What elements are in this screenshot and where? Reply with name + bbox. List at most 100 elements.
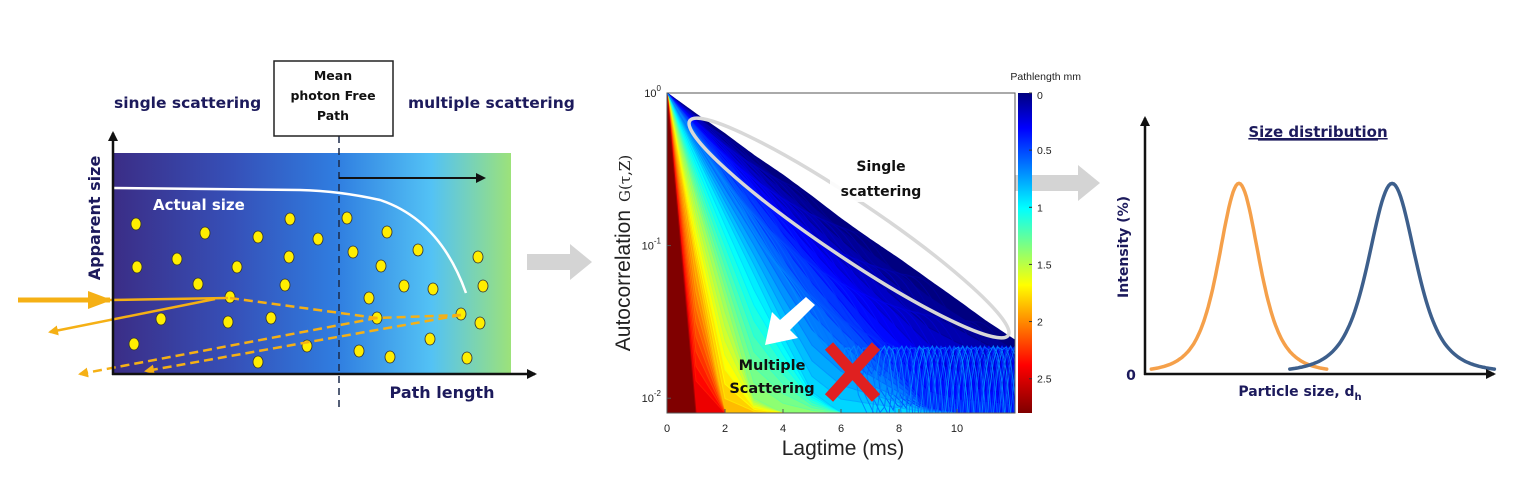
incident-arrowhead-icon [88, 291, 112, 309]
distribution-curves [1149, 181, 1497, 371]
x-tick-label: 0 [664, 423, 670, 435]
single-scattering-ellipse [687, 116, 1011, 340]
box-line-1: Mean [314, 68, 352, 83]
y-axis-symbol: G(τ,Z) [616, 155, 634, 202]
particle [252, 230, 264, 244]
particle [130, 217, 142, 231]
autocorrelation-curve [667, 93, 1008, 413]
particle [171, 252, 183, 266]
x-tick-label: 10 [951, 423, 963, 435]
autocorrelation-curves [667, 93, 1015, 413]
x-ticks: 0 2 4 6 8 10 [664, 409, 963, 435]
particle [265, 311, 277, 325]
flow-arrow-2-icon [935, 165, 1100, 201]
particle [283, 250, 295, 264]
y-axis-label-text: Autocorrelation [612, 210, 635, 351]
particle [363, 291, 375, 305]
multiple-annotation-1: Multiple [739, 358, 806, 374]
colorbar-ticks: 0 0.5 1 1.5 2 2.5 [1029, 90, 1052, 386]
distribution-curve-2 [1288, 181, 1497, 371]
particle-size-subscript: h [1355, 392, 1362, 403]
x-tick-label: 2 [722, 423, 728, 435]
distribution-curve-1 [1149, 181, 1329, 371]
single-annotation-2: scattering [841, 184, 922, 200]
particle [131, 260, 143, 274]
particle [477, 279, 489, 293]
colorbar-tick-label: 0 [1037, 90, 1043, 102]
particle [222, 315, 234, 329]
particle [472, 250, 484, 264]
autocorrelation-curve [667, 93, 1015, 413]
colorbar-tick-label: 1.5 [1037, 259, 1052, 271]
y-ticks: 100 10-1 10-2 [642, 84, 671, 405]
autocorrelation-curve [667, 93, 1015, 413]
single-scattered-ray [48, 297, 216, 336]
particle [412, 243, 424, 257]
particle [199, 226, 211, 240]
multiple-scattering-label: multiple scattering [408, 94, 575, 112]
white-arrow-icon [765, 297, 815, 345]
particle [424, 332, 436, 346]
particle [381, 225, 393, 239]
particle [252, 355, 264, 369]
particle [341, 211, 353, 225]
scattering-diagram: Actual size Mean photon Free Path single… [18, 60, 575, 412]
particle [347, 245, 359, 259]
size-distribution-chart: Size distribution 0 Intensity (%) Partic… [1116, 116, 1497, 403]
particle [461, 351, 473, 365]
box-line-2: photon Free [290, 88, 375, 103]
particles [128, 211, 489, 369]
x-tick-label: 6 [838, 423, 844, 435]
particle [192, 277, 204, 291]
particle [128, 337, 140, 351]
apparent-size-label: Apparent size [85, 156, 104, 281]
red-cross-icon [824, 342, 881, 402]
particle [398, 279, 410, 293]
x-axis-label: Lagtime (ms) [782, 437, 905, 460]
multiple-scattered-ray-1 [78, 316, 378, 378]
single-annotation-1: Single [856, 159, 905, 175]
colorbar-tick-label: 2.5 [1037, 374, 1052, 386]
autocorrelation-curve [667, 93, 1015, 370]
autocorrelation-curve [667, 93, 1015, 413]
multiple-scattered-ray-2 [144, 313, 462, 375]
y-axis-label: Autocorrelation G(τ,Z) [612, 155, 635, 351]
particle [312, 232, 324, 246]
particle [155, 312, 167, 326]
particle [279, 278, 291, 292]
particle [384, 350, 396, 364]
flow-arrow-1-icon [527, 244, 592, 280]
y-tick-zero: 0 [1126, 368, 1136, 384]
path-length-label: Path length [390, 383, 495, 402]
single-label-bg [830, 150, 932, 202]
particle [284, 212, 296, 226]
colorbar-label: Pathlength mm [1010, 71, 1081, 83]
box-line-3: Path [317, 108, 349, 123]
chart-title: Size distribution [1248, 123, 1387, 141]
autocorrelation-curve [667, 93, 1015, 413]
actual-size-curve [112, 186, 468, 294]
autocorrelation-curve [667, 93, 1015, 413]
x-tick-label: 8 [896, 423, 902, 435]
intensity-label: Intensity (%) [1116, 196, 1132, 298]
autocorrelation-curve [667, 93, 1015, 371]
y-tick-label: 100 [644, 84, 661, 100]
particle [427, 282, 439, 296]
x-tick-label: 4 [780, 423, 786, 435]
single-scattering-label: single scattering [114, 94, 261, 112]
multiple-annotation-2: Scattering [729, 381, 814, 397]
particle [231, 260, 243, 274]
colorbar-tick-label: 0.5 [1037, 145, 1052, 157]
particle-size-text: Particle size, d [1238, 384, 1354, 400]
particle [474, 316, 486, 330]
autocorrelation-curve [667, 93, 1015, 413]
mean-free-path-box [273, 60, 394, 137]
actual-size-label: Actual size [153, 196, 245, 214]
beam-path [109, 296, 229, 302]
y-tick-label: 10-2 [642, 389, 662, 405]
colorbar-tick-label: 1 [1037, 202, 1043, 214]
particle [375, 259, 387, 273]
colorbar-tick-label: 2 [1037, 317, 1043, 329]
